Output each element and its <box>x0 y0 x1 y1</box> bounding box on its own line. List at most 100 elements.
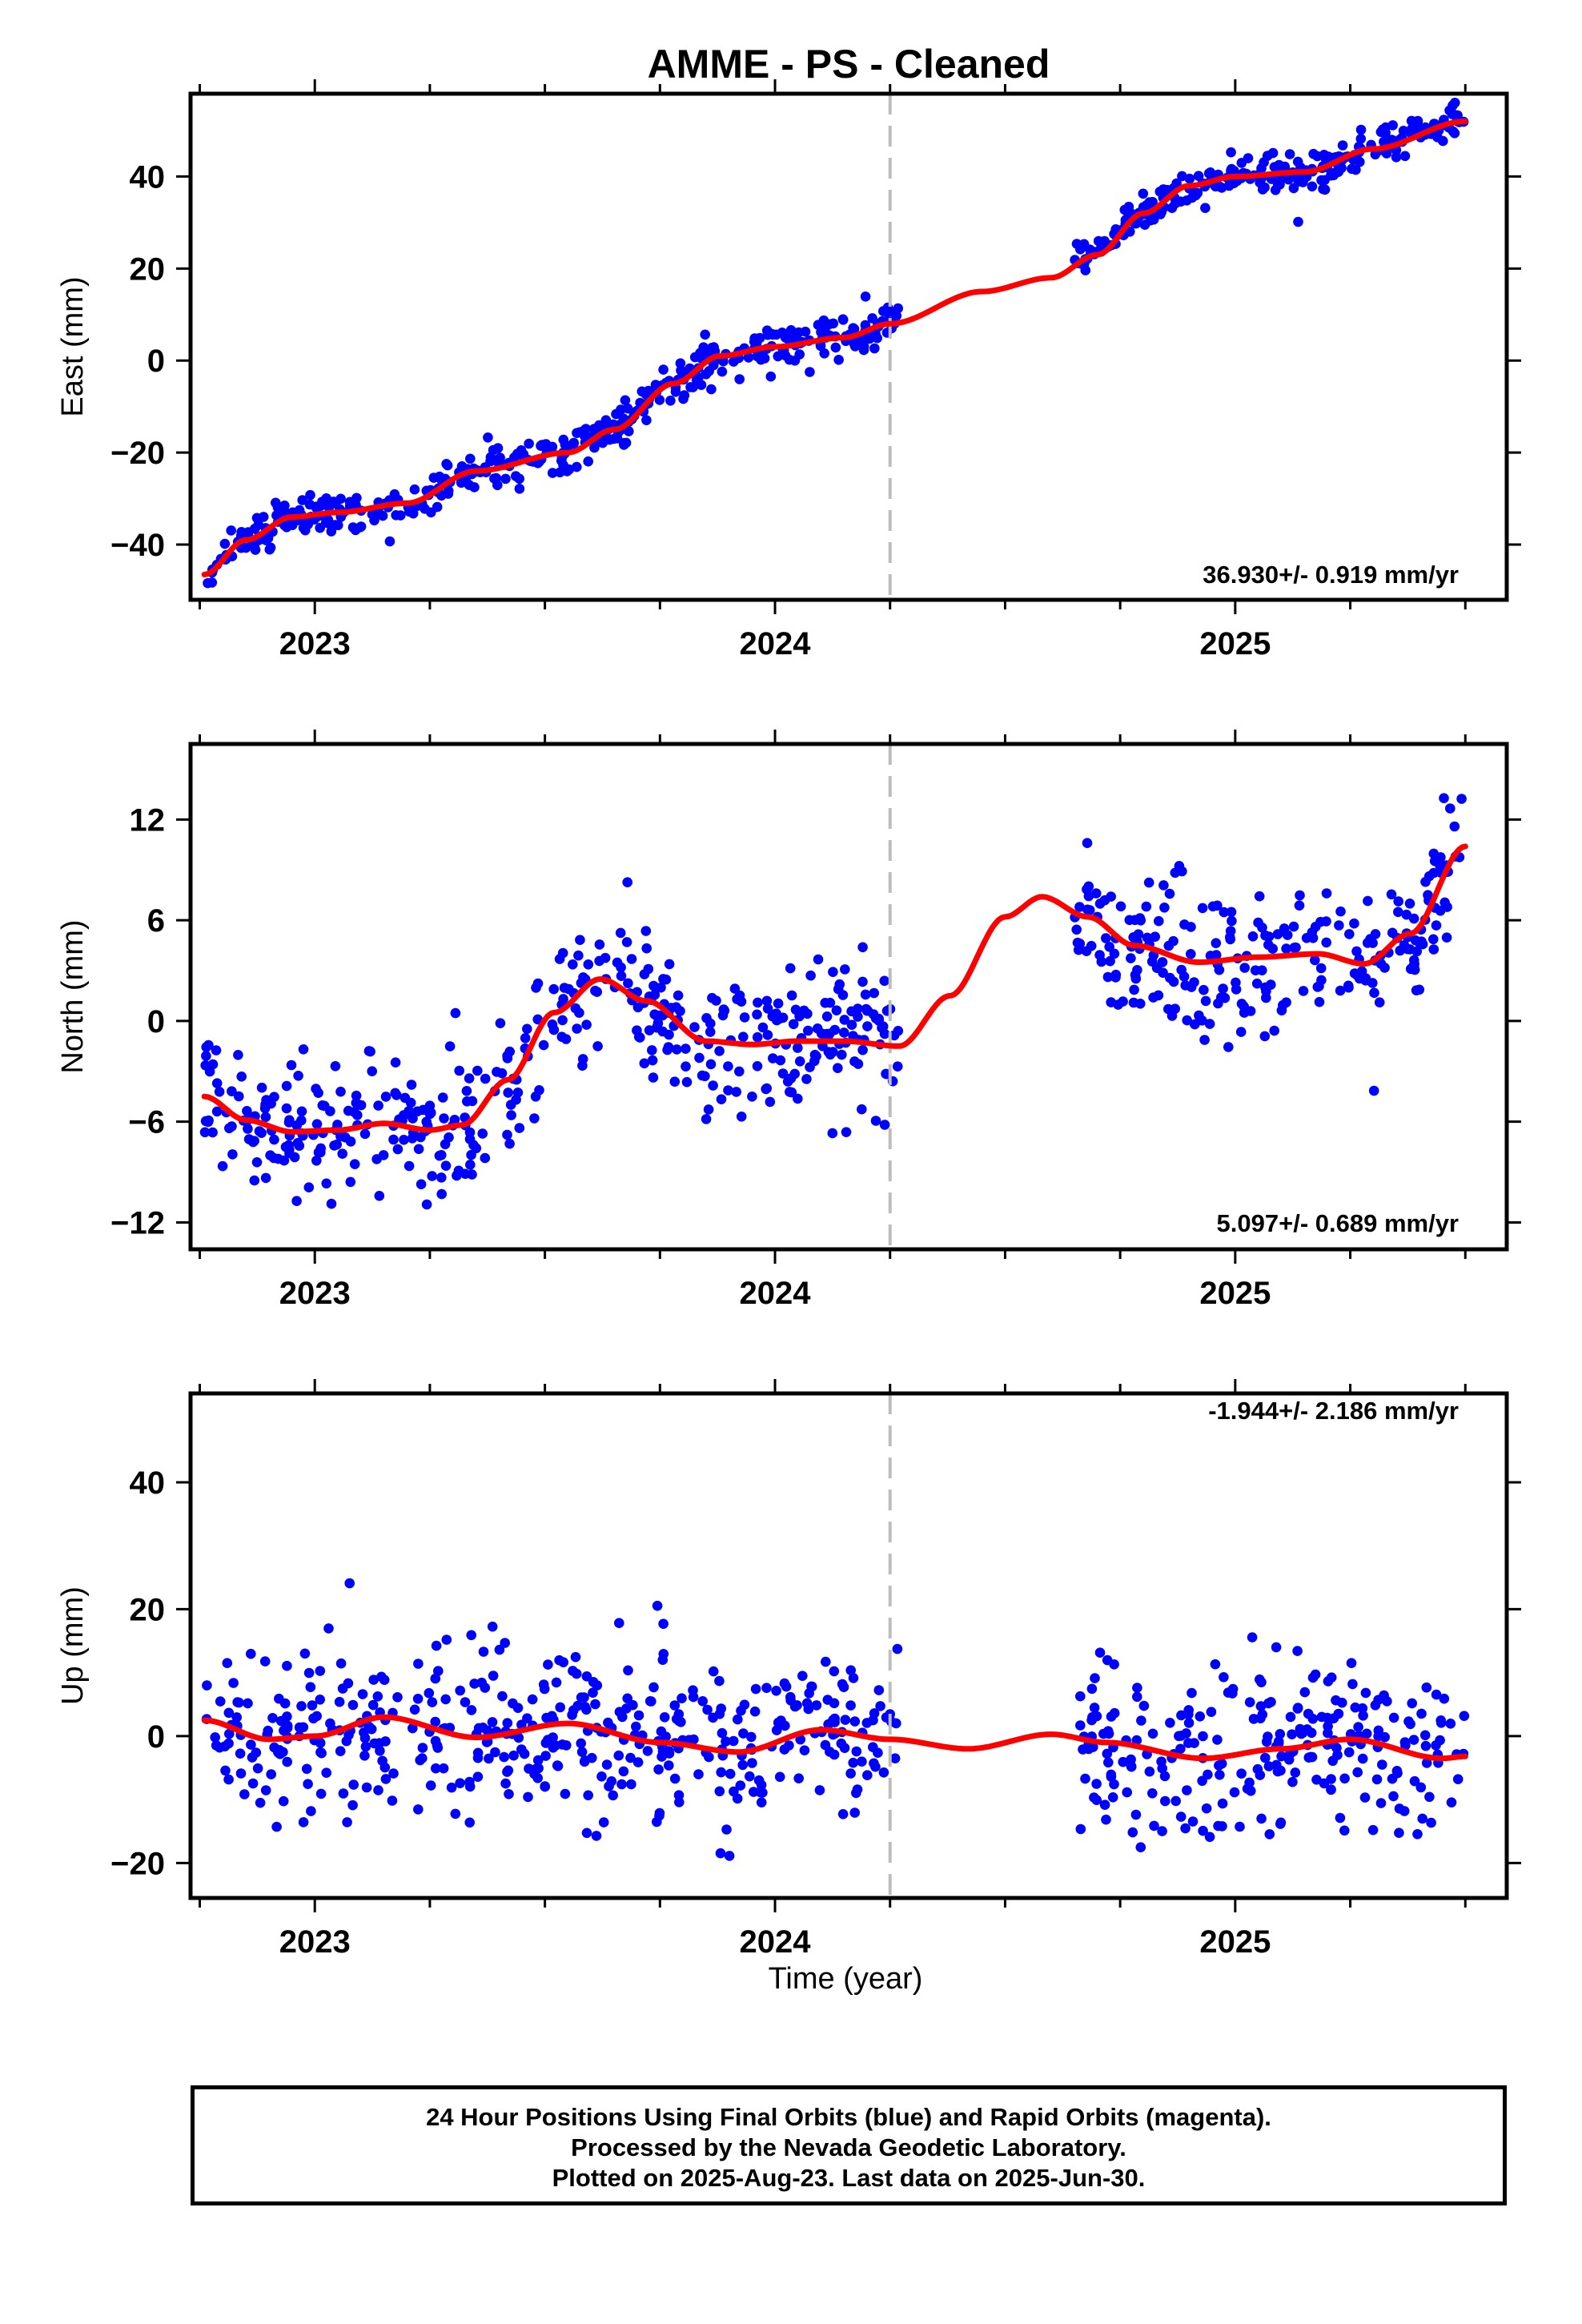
data-point <box>1148 214 1159 225</box>
data-point <box>424 1687 435 1699</box>
data-point <box>246 1648 256 1659</box>
data-point <box>623 978 633 989</box>
data-point <box>1177 171 1187 182</box>
data-point <box>701 1114 712 1124</box>
data-point <box>1404 899 1415 909</box>
data-point <box>201 1051 211 1061</box>
y-tick-label: 20 <box>130 251 166 287</box>
data-point <box>851 1746 862 1757</box>
data-point <box>1236 1768 1247 1779</box>
data-point <box>594 955 604 967</box>
data-point <box>424 1100 436 1111</box>
data-point <box>291 1120 303 1131</box>
data-point <box>480 1683 491 1693</box>
data-point <box>1231 977 1241 988</box>
data-point <box>1335 906 1346 917</box>
data-point <box>211 1045 222 1055</box>
x-tick-label: 2024 <box>740 626 812 661</box>
footer-line-1: 24 Hour Positions Using Final Orbits (bl… <box>426 2103 1271 2131</box>
data-point <box>311 1084 321 1094</box>
data-point <box>765 371 777 382</box>
data-point <box>654 1010 665 1021</box>
data-point <box>1428 944 1439 955</box>
data-point <box>752 1031 763 1043</box>
data-point <box>1203 168 1215 179</box>
data-point <box>460 1697 471 1707</box>
data-point <box>446 1782 457 1793</box>
east-fit-curve <box>201 119 1468 577</box>
data-point <box>1179 919 1190 930</box>
data-point <box>1107 1792 1118 1803</box>
data-point <box>503 1088 513 1098</box>
data-point <box>1310 1669 1321 1680</box>
data-point <box>581 1671 592 1682</box>
data-point <box>199 1127 211 1138</box>
data-point <box>673 1790 685 1800</box>
data-point <box>1094 899 1106 909</box>
data-point <box>757 1022 769 1033</box>
data-point <box>1420 876 1431 887</box>
data-point <box>1281 943 1291 954</box>
data-point <box>495 1018 506 1028</box>
data-point <box>1374 997 1385 1007</box>
data-point <box>705 1059 717 1070</box>
data-point <box>298 1817 309 1827</box>
data-point <box>293 1071 303 1081</box>
data-point <box>380 1774 391 1784</box>
data-point <box>1156 1756 1166 1767</box>
data-point <box>654 395 665 405</box>
data-point <box>1119 204 1130 215</box>
data-point <box>1143 877 1154 888</box>
data-point <box>689 1734 699 1745</box>
data-point <box>1307 927 1318 938</box>
data-point <box>1278 999 1288 1011</box>
data-point <box>1159 1771 1170 1782</box>
data-point <box>1125 227 1135 237</box>
data-point <box>219 1741 231 1751</box>
data-point <box>506 1110 516 1120</box>
data-point <box>652 1816 662 1827</box>
data-point <box>1256 163 1267 174</box>
data-point <box>1126 953 1136 963</box>
data-point <box>656 1751 667 1762</box>
data-point <box>1386 889 1397 900</box>
data-point <box>512 448 523 459</box>
data-point <box>231 1712 243 1723</box>
data-point <box>820 1739 831 1751</box>
data-point <box>1244 1697 1255 1707</box>
data-point <box>261 1095 271 1105</box>
data-point <box>1292 1703 1303 1713</box>
data-point <box>246 1739 256 1750</box>
data-point <box>219 538 231 549</box>
data-point <box>552 1760 563 1771</box>
data-point <box>214 1087 225 1097</box>
data-point <box>731 1087 741 1097</box>
data-point <box>879 975 889 987</box>
x-tick-label: 2025 <box>1199 1924 1271 1960</box>
data-point <box>797 1671 808 1681</box>
data-point <box>352 1110 363 1120</box>
data-point <box>378 1150 389 1160</box>
data-point <box>483 432 493 443</box>
data-point <box>351 493 362 504</box>
data-point <box>1175 1743 1186 1755</box>
data-point <box>335 1131 346 1142</box>
data-point <box>619 440 629 450</box>
data-point <box>1288 921 1299 932</box>
data-point <box>780 350 791 361</box>
data-point <box>412 1694 424 1704</box>
y-axis-label: North (mm) <box>56 919 90 1073</box>
data-point <box>369 1738 380 1749</box>
data-point <box>441 1634 452 1645</box>
data-point <box>1263 1761 1275 1771</box>
data-point <box>1253 917 1263 928</box>
data-point <box>399 1135 409 1145</box>
data-point <box>392 1144 404 1155</box>
data-point <box>1343 1747 1355 1758</box>
data-point <box>1419 1730 1431 1741</box>
data-point <box>1339 1773 1350 1784</box>
data-point <box>721 1736 731 1747</box>
data-point <box>819 348 829 359</box>
data-point <box>1197 903 1208 914</box>
data-point <box>335 1658 347 1669</box>
